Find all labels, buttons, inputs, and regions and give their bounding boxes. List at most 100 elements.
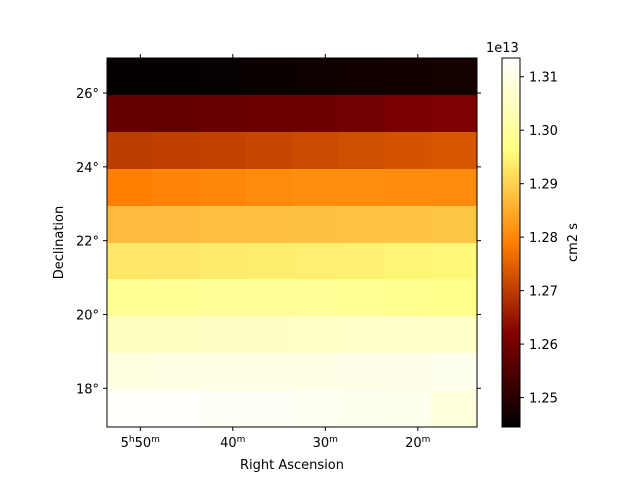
heatmap-grid [107, 58, 477, 427]
heatmap-cell [107, 95, 153, 132]
colorbar-label: cm2 s [566, 223, 581, 262]
heatmap-cell [338, 243, 385, 279]
heatmap-cell [385, 95, 431, 132]
heatmap-cell [431, 390, 477, 427]
y-tick-label: 24° [76, 161, 99, 176]
y-tick-label: 20° [76, 308, 99, 323]
colorbar-tick-label: 1.25 [529, 392, 558, 407]
heatmap-cell [107, 353, 153, 390]
heatmap-cell [431, 243, 477, 279]
heatmap-cell [107, 206, 153, 243]
heatmap-cell [292, 279, 338, 316]
heatmap-cell [153, 353, 200, 390]
y-axis-label: Declination [52, 206, 67, 280]
heatmap-cell [385, 132, 431, 169]
x-tick-label: 30m [313, 435, 338, 451]
heatmap-cell [200, 58, 246, 95]
colorbar-tick-label: 1.28 [529, 231, 558, 246]
heatmap-cell [385, 390, 431, 427]
heatmap-cell [431, 206, 477, 243]
heatmap-cell [107, 243, 153, 279]
heatmap-cell [292, 353, 338, 390]
heatmap-cell [338, 58, 385, 95]
heatmap-cell [338, 279, 385, 316]
colorbar-tick-label: 1.27 [529, 285, 558, 300]
colorbar [501, 57, 521, 428]
heatmap-cell [200, 206, 246, 243]
heatmap-cell [431, 169, 477, 206]
x-axis-label: Right Ascension [240, 458, 344, 473]
heatmap-cell [153, 243, 200, 279]
heatmap-cell [246, 390, 292, 427]
colorbar-tick-label: 1.29 [529, 178, 558, 193]
x-tick-label: 5h50m [121, 435, 160, 451]
heatmap-cell [246, 169, 292, 206]
heatmap-cell [246, 316, 292, 353]
heatmap-cell [338, 95, 385, 132]
colorbar-multiplier: 1e13 [486, 41, 519, 56]
heatmap-cell [107, 279, 153, 316]
heatmap-cell [153, 316, 200, 353]
heatmap-cell [200, 169, 246, 206]
heatmap-cell [292, 243, 338, 279]
heatmap-cell [200, 390, 246, 427]
y-tick-label: 26° [76, 87, 99, 102]
heatmap-cell [107, 316, 153, 353]
heatmap-cell [338, 206, 385, 243]
heatmap-cell [153, 58, 200, 95]
heatmap-cell [292, 132, 338, 169]
heatmap-cell [107, 132, 153, 169]
heatmap-cell [200, 95, 246, 132]
heatmap-cell [200, 279, 246, 316]
heatmap-cell [292, 390, 338, 427]
x-axis-ticks: 5h50m 40m 30m 20m [121, 54, 430, 451]
heatmap-cell [246, 132, 292, 169]
heatmap-cell [385, 206, 431, 243]
heatmap-cell [107, 169, 153, 206]
heatmap-cell [385, 169, 431, 206]
heatmap-cell [246, 95, 292, 132]
heatmap-cell [200, 243, 246, 279]
heatmap-cell [338, 353, 385, 390]
heatmap-cell [292, 169, 338, 206]
colorbar-ticks: 1.25 1.26 1.27 1.28 1.29 1.30 1.31 [520, 71, 558, 407]
heatmap-cell [246, 58, 292, 95]
heatmap-cell [292, 316, 338, 353]
heatmap-cell [385, 243, 431, 279]
heatmap-cell [338, 132, 385, 169]
heatmap-cell [431, 316, 477, 353]
heatmap-cell [385, 353, 431, 390]
heatmap-cell [431, 132, 477, 169]
heatmap-cell [431, 95, 477, 132]
heatmap-cell [107, 58, 153, 95]
heatmap-cell [385, 316, 431, 353]
heatmap-cell [153, 206, 200, 243]
heatmap-cell [338, 316, 385, 353]
heatmap-cell [153, 279, 200, 316]
heatmap-cell [292, 95, 338, 132]
heatmap-cell [292, 206, 338, 243]
heatmap-cell [200, 353, 246, 390]
x-tick-label: 20m [405, 435, 430, 451]
heatmap-cell [431, 58, 477, 95]
heatmap-cell [153, 95, 200, 132]
x-tick-label: 40m [220, 435, 245, 451]
plot-frame [106, 57, 478, 428]
y-axis-ticks: 18° 20° 22° 24° 26° [76, 87, 481, 397]
heatmap-cell [200, 316, 246, 353]
colorbar-tick-label: 1.31 [529, 71, 558, 86]
heatmap-cell [246, 243, 292, 279]
heatmap-cell [200, 132, 246, 169]
heatmap-cell [246, 353, 292, 390]
heatmap-cell [431, 353, 477, 390]
heatmap-cell [153, 390, 200, 427]
colorbar-tick-label: 1.26 [529, 338, 558, 353]
heatmap-cell [292, 58, 338, 95]
heatmap-cell [153, 169, 200, 206]
heatmap-cell [385, 58, 431, 95]
heatmap-cell [338, 390, 385, 427]
colorbar-tick-label: 1.30 [529, 124, 558, 139]
heatmap-cell [338, 169, 385, 206]
heatmap-cell [246, 206, 292, 243]
